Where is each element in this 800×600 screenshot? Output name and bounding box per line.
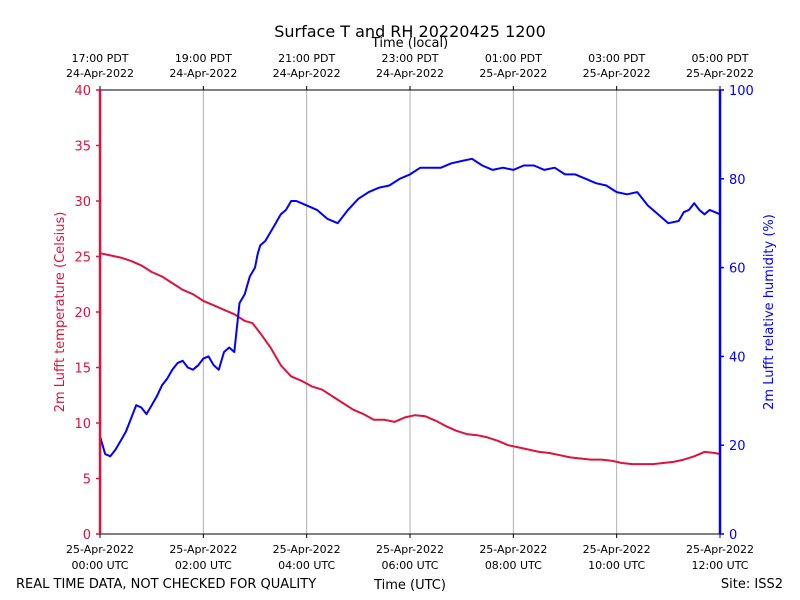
left-tick-label: 20	[74, 306, 91, 321]
bottom-tick-time: 10:00 UTC	[588, 559, 645, 572]
left-tick-label: 15	[74, 362, 91, 377]
left-tick-label: 0	[83, 528, 91, 543]
top-tick-date: 25-Apr-2022	[479, 67, 547, 80]
right-tick-label: 100	[729, 84, 754, 99]
top-tick-time: 23:00 PDT	[381, 52, 438, 65]
grid	[202, 90, 618, 534]
left-tick-label: 30	[74, 195, 91, 210]
left-tick-label: 40	[74, 84, 91, 99]
bottom-tick-date: 25-Apr-2022	[66, 543, 134, 556]
quality-disclaimer: REAL TIME DATA, NOT CHECKED FOR QUALITY	[16, 577, 316, 592]
right-axis-ticks: 0 20 40 60 80 100	[720, 84, 754, 543]
bottom-tick-time: 12:00 UTC	[691, 559, 748, 572]
temperature-line	[99, 252, 721, 466]
bottom-tick-time: 02:00 UTC	[175, 559, 232, 572]
top-tick-date: 24-Apr-2022	[66, 67, 134, 80]
bottom-axis-label: Time (UTC)	[373, 578, 446, 593]
right-axis-label: 2m Lufft relative humidity (%)	[762, 214, 777, 410]
humidity-line	[99, 157, 721, 458]
top-tick-time: 17:00 PDT	[71, 52, 128, 65]
top-tick-date: 24-Apr-2022	[273, 67, 341, 80]
bottom-tick-date: 25-Apr-2022	[583, 543, 651, 556]
top-tick-date: 25-Apr-2022	[583, 67, 651, 80]
left-tick-label: 35	[74, 140, 91, 155]
top-tick-time: 01:00 PDT	[485, 52, 542, 65]
top-tick-time: 03:00 PDT	[588, 52, 645, 65]
top-tick-time: 21:00 PDT	[278, 52, 335, 65]
bottom-tick-time: 00:00 UTC	[71, 559, 128, 572]
bottom-tick-date: 25-Apr-2022	[376, 543, 444, 556]
left-tick-label: 25	[74, 251, 91, 266]
site-label: Site: ISS2	[721, 577, 783, 592]
bottom-tick-date: 25-Apr-2022	[479, 543, 547, 556]
top-tick-date: 25-Apr-2022	[686, 67, 754, 80]
chart-title: Surface T and RH 20220425 1200	[274, 22, 546, 41]
top-tick-time: 05:00 PDT	[691, 52, 748, 65]
top-tick-date: 24-Apr-2022	[376, 67, 444, 80]
bottom-tick-time: 04:00 UTC	[278, 559, 335, 572]
bottom-tick-date: 25-Apr-2022	[273, 543, 341, 556]
left-tick-label: 5	[83, 473, 91, 488]
bottom-tick-time: 08:00 UTC	[485, 559, 542, 572]
top-axis-ticks: 17:00 PDT 24-Apr-2022 19:00 PDT 24-Apr-2022…	[66, 52, 754, 90]
top-tick-date: 24-Apr-2022	[169, 67, 237, 80]
bottom-tick-date: 25-Apr-2022	[686, 543, 754, 556]
right-tick-label: 20	[729, 439, 746, 454]
top-axis-label: Time (local)	[371, 36, 448, 51]
right-tick-label: 60	[729, 262, 746, 277]
plot-lines	[99, 157, 721, 466]
top-tick-time: 19:00 PDT	[175, 52, 232, 65]
left-tick-label: 10	[74, 417, 91, 432]
left-axis-ticks: 0 5 10 15 20 25 30 35 40	[74, 84, 100, 543]
right-tick-label: 40	[729, 350, 746, 365]
bottom-axis-ticks: 25-Apr-2022 00:00 UTC 25-Apr-2022 02:00 UTC…	[66, 534, 754, 572]
right-tick-label: 80	[729, 173, 746, 188]
bottom-tick-date: 25-Apr-2022	[169, 543, 237, 556]
left-axis-label: 2m Lufft temperature (Celsius)	[53, 212, 68, 413]
right-tick-label: 0	[729, 528, 737, 543]
bottom-tick-time: 06:00 UTC	[381, 559, 438, 572]
